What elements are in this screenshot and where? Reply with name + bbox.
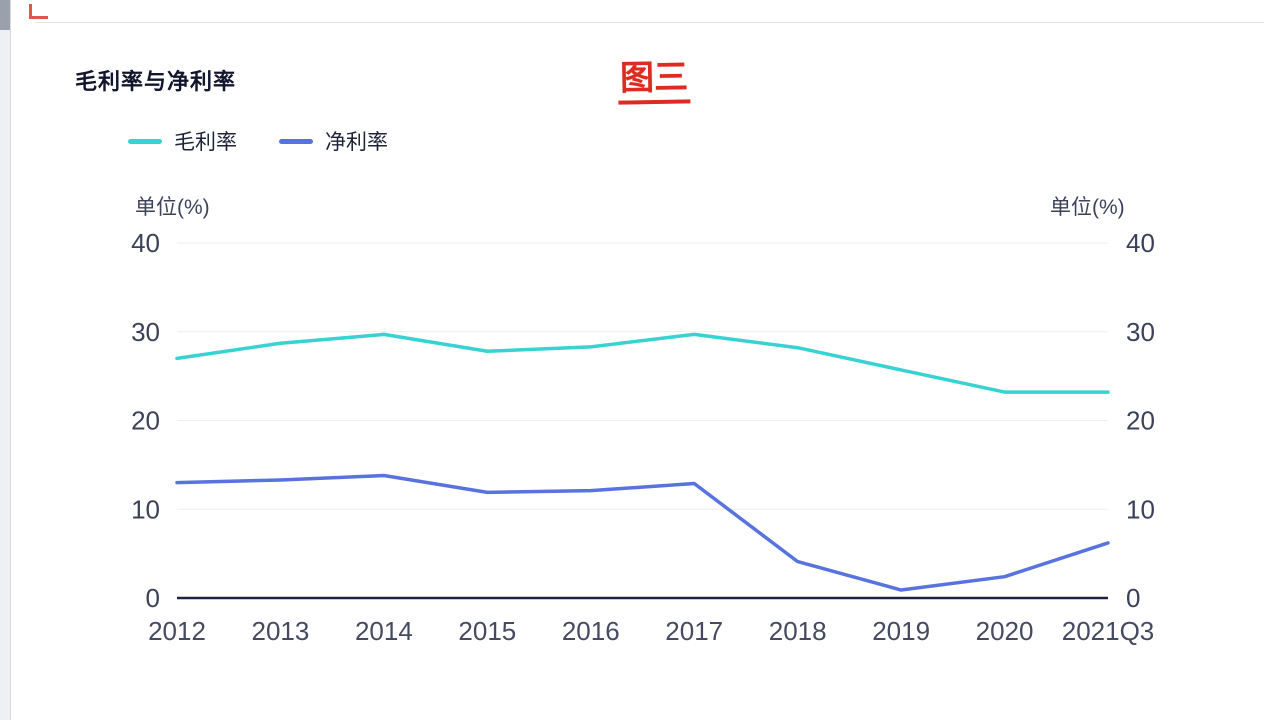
top-divider bbox=[35, 22, 1264, 23]
y-tick-label-right: 0 bbox=[1126, 583, 1140, 613]
legend-item-net-margin[interactable]: 净利率 bbox=[279, 126, 388, 156]
y-tick-label-right: 40 bbox=[1126, 228, 1155, 258]
y-axis-unit-left: 单位(%) bbox=[135, 196, 210, 219]
y-tick-label-left: 40 bbox=[131, 228, 160, 258]
x-tick-label: 2017 bbox=[665, 616, 723, 646]
gross-margin-line-swatch-icon bbox=[128, 138, 162, 144]
y-tick-label-left: 30 bbox=[131, 317, 160, 347]
legend-label: 净利率 bbox=[325, 131, 388, 154]
y-tick-label-right: 20 bbox=[1126, 406, 1155, 436]
x-tick-label: 2016 bbox=[562, 616, 620, 646]
red-annotation-fragment bbox=[29, 4, 48, 19]
x-tick-label: 2020 bbox=[976, 616, 1034, 646]
y-tick-label-left: 20 bbox=[131, 406, 160, 436]
x-tick-label: 2015 bbox=[458, 616, 516, 646]
x-tick-label: 2013 bbox=[252, 616, 310, 646]
x-tick-label: 2012 bbox=[148, 616, 206, 646]
y-tick-label-left: 0 bbox=[146, 583, 160, 613]
series-line-净利率[interactable] bbox=[175, 473, 1110, 592]
x-tick-label: 2019 bbox=[872, 616, 930, 646]
legend-label: 毛利率 bbox=[174, 131, 237, 154]
chart-legend: 毛利率 净利率 bbox=[128, 126, 388, 156]
x-tick-label: 2021Q3 bbox=[1062, 616, 1155, 646]
y-axis-unit-right: 单位(%) bbox=[1050, 196, 1125, 219]
net-margin-line-swatch-icon bbox=[279, 138, 313, 144]
y-tick-label-right: 30 bbox=[1126, 317, 1155, 347]
y-tick-label-left: 10 bbox=[131, 494, 160, 524]
series-line-毛利率[interactable] bbox=[175, 332, 1110, 394]
y-tick-label-right: 10 bbox=[1126, 494, 1155, 524]
legend-item-gross-margin[interactable]: 毛利率 bbox=[128, 126, 237, 156]
chart-title: 毛利率与净利率 bbox=[75, 69, 237, 94]
scrollbar-thumb[interactable] bbox=[0, 0, 10, 30]
x-tick-label: 2018 bbox=[769, 616, 827, 646]
scrollbar-track[interactable] bbox=[0, 0, 11, 720]
x-tick-label: 2014 bbox=[355, 616, 413, 646]
chart-card: 毛利率与净利率 图三 毛利率 净利率 单位(%) 单位(%) 0 0 10 10 20 2… bbox=[40, 23, 1264, 720]
